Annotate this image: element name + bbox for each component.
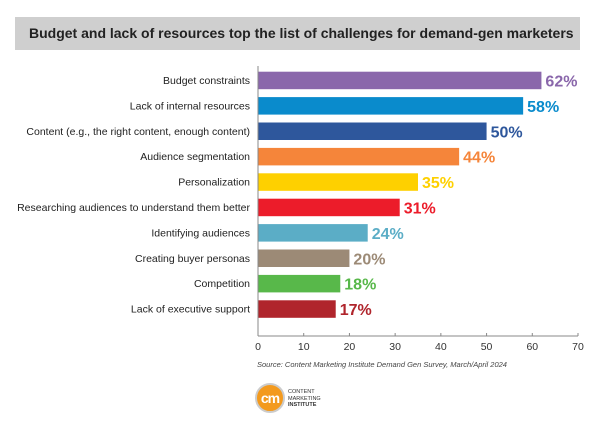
data-label: 58% <box>527 99 559 116</box>
cmi-logo: cm <box>255 383 285 413</box>
bar <box>258 147 460 166</box>
data-label: 17% <box>340 302 372 319</box>
bar <box>258 97 524 115</box>
data-label: 50% <box>491 124 523 141</box>
bar <box>258 300 336 318</box>
category-label: Competition <box>194 278 250 290</box>
data-label: 18% <box>344 277 376 294</box>
data-label: 35% <box>422 175 454 192</box>
bar <box>258 274 341 293</box>
category-label: Lack of executive support <box>131 304 250 316</box>
logo-text-line: INSTITUTE <box>288 402 317 408</box>
bar <box>258 122 487 140</box>
x-tick-label: 30 <box>389 341 401 353</box>
data-label: 62% <box>545 73 577 90</box>
source-note: Source: Content Marketing Institute Dema… <box>257 360 507 369</box>
logo-text: CONTENT MARKETING INSTITUTE <box>288 389 321 409</box>
logo-text-line: CONTENT <box>288 389 315 395</box>
x-tick-label: 70 <box>572 341 584 353</box>
x-tick-label: 60 <box>526 341 538 353</box>
bar <box>258 249 350 267</box>
chart-title: Budget and lack of resources top the lis… <box>29 25 574 41</box>
category-label: Creating buyer personas <box>135 253 250 265</box>
category-label: Audience segmentation <box>140 151 250 163</box>
category-label: Lack of internal resources <box>130 100 250 112</box>
x-tick-label: 40 <box>435 341 447 353</box>
data-label: 24% <box>372 226 404 243</box>
title-banner: Budget and lack of resources top the lis… <box>15 17 580 50</box>
bar <box>258 173 418 191</box>
category-label: Researching audiences to understand them… <box>17 202 250 214</box>
x-tick-label: 10 <box>298 341 310 353</box>
x-tick-label: 50 <box>481 341 493 353</box>
bar <box>258 71 542 90</box>
x-tick-label: 20 <box>344 341 356 353</box>
category-label: Personalization <box>178 177 250 189</box>
data-label: 31% <box>404 200 436 217</box>
data-label: 20% <box>353 251 385 268</box>
category-label: Budget constraints <box>163 75 250 87</box>
bar <box>258 198 400 217</box>
bar <box>258 224 368 242</box>
logo-text-line: MARKETING <box>288 395 321 402</box>
category-label: Identifying audiences <box>151 227 250 239</box>
category-label: Content (e.g., the right content, enough… <box>26 126 250 138</box>
x-tick-label: 0 <box>255 341 261 353</box>
data-label: 44% <box>463 150 495 167</box>
